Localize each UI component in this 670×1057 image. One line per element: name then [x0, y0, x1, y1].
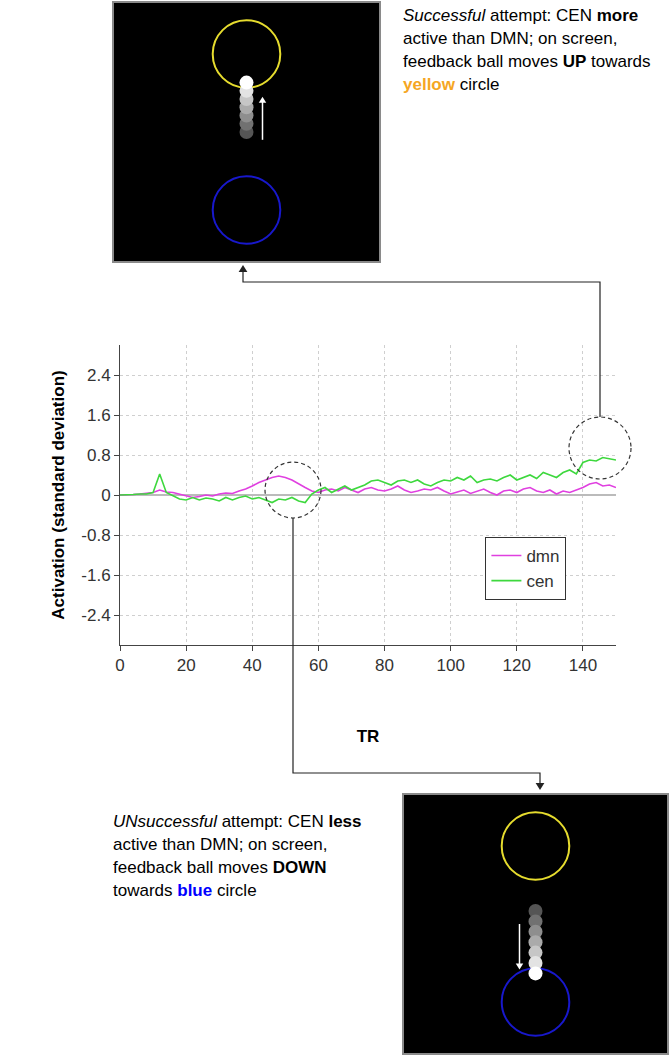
html-text:active than DMN; on screen, fe: active than DMN; on screen, feedback bal… [403, 29, 651, 71]
svg-text:120: 120 [503, 656, 531, 675]
svg-text:0: 0 [115, 656, 124, 675]
svg-text:-0.8: -0.8 [81, 526, 110, 545]
svg-text:80: 80 [375, 656, 394, 675]
html-text:towards blue circle: towards blue circle [113, 881, 257, 900]
svg-text:20: 20 [177, 656, 196, 675]
svg-text:1.6: 1.6 [87, 406, 111, 425]
svg-text:0.8: 0.8 [87, 446, 111, 465]
svg-text:-2.4: -2.4 [81, 606, 110, 625]
svg-text:dmn: dmn [526, 547, 559, 566]
svg-text:-1.6: -1.6 [81, 566, 110, 585]
html-text:active than DMN; on screen, fe: active than DMN; on screen, feedback bal… [113, 835, 328, 877]
svg-text:TR: TR [357, 727, 380, 746]
html-text:UNsuccessful attempt: CEN less: UNsuccessful attempt: CEN less [113, 812, 362, 831]
svg-text:100: 100 [436, 656, 464, 675]
svg-text:0: 0 [101, 486, 110, 505]
svg-text:40: 40 [243, 656, 262, 675]
html-text:Successful attempt: CEN more: Successful attempt: CEN more [403, 6, 639, 25]
svg-text:cen: cen [526, 572, 553, 591]
svg-text:Activation (standard deviation: Activation (standard deviation) [49, 370, 68, 619]
svg-text:60: 60 [309, 656, 328, 675]
html-text:yellow circle: yellow circle [403, 75, 500, 94]
svg-text:140: 140 [569, 656, 597, 675]
svg-text:2.4: 2.4 [87, 366, 111, 385]
